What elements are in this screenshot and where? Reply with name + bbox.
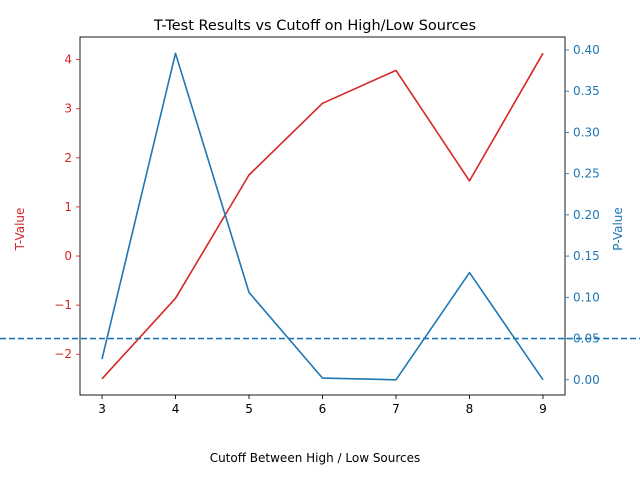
chart-title: T-Test Results vs Cutoff on High/Low Sou… [153, 18, 476, 34]
right-tick-label: 0.15 [573, 249, 600, 263]
x-tick-label: 7 [392, 402, 400, 416]
right-tick-label: 0.25 [573, 167, 600, 181]
right-tick-label: 0.20 [573, 208, 600, 222]
right-tick-label: 0.10 [573, 290, 600, 304]
x-tick-label: 9 [539, 402, 547, 416]
right-tick-label: 0.00 [573, 373, 600, 387]
left-tick-label: 0 [64, 249, 72, 263]
x-axis-label: Cutoff Between High / Low Sources [210, 451, 421, 465]
left-tick-label: 3 [64, 102, 72, 116]
plot-frame [79, 36, 566, 396]
x-tick-label: 8 [466, 402, 474, 416]
left-tick-label: 2 [64, 151, 72, 165]
series-line-p-value [101, 52, 544, 381]
right-tick-label: 0.35 [573, 84, 600, 98]
right-tick-label: 0.30 [573, 125, 600, 139]
left-tick-label: −2 [54, 347, 72, 361]
right-tick-label: 0.05 [573, 332, 600, 346]
plot-area: 3 4 5 6 7 8 9 −2 −1 0 1 2 3 4 0.00 0.05 0.10 0.15 0.20 0.25… [0, 36, 640, 416]
left-tick-label: 1 [64, 200, 72, 214]
left-axis-label: T-Value [13, 208, 27, 252]
right-axis-label: P-Value [611, 207, 625, 251]
left-tick-label: 4 [64, 53, 72, 67]
right-tick-label: 0.40 [573, 43, 600, 57]
series-line-t-value [101, 52, 544, 380]
x-tick-label: 4 [172, 402, 180, 416]
x-tick-label: 3 [98, 402, 106, 416]
x-tick-label: 5 [245, 402, 253, 416]
left-tick-label: −1 [54, 298, 72, 312]
x-tick-label: 6 [319, 402, 327, 416]
